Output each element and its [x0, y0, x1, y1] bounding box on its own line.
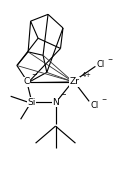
Text: −: −: [107, 56, 113, 61]
Text: −: −: [102, 96, 107, 101]
Text: −: −: [60, 93, 65, 98]
Text: Zr: Zr: [69, 77, 79, 86]
Text: Cl: Cl: [91, 101, 99, 110]
Text: −: −: [31, 72, 37, 78]
Text: N: N: [52, 98, 59, 107]
Text: Cl: Cl: [96, 60, 104, 69]
Text: C: C: [24, 77, 30, 86]
Text: 4+: 4+: [81, 72, 91, 78]
Text: Si: Si: [28, 98, 36, 107]
